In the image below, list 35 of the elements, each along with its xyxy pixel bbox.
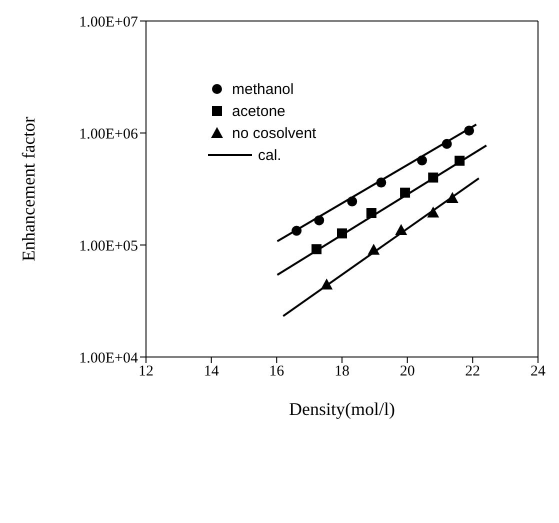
legend-label: no cosolvent xyxy=(232,124,316,142)
x-tick-label: 18 xyxy=(334,364,350,380)
point xyxy=(464,126,474,136)
point xyxy=(320,278,333,290)
point xyxy=(454,156,465,166)
point xyxy=(417,155,428,166)
point xyxy=(442,138,452,149)
point xyxy=(428,172,438,183)
x-tick-label: 24 xyxy=(530,364,546,380)
x-tick-label: 16 xyxy=(269,364,285,380)
y-tick-label: 1.00E+07 xyxy=(79,14,138,30)
legend-label: methanol xyxy=(232,80,294,98)
y-tick-label: 1.00E+06 xyxy=(79,126,138,142)
point xyxy=(312,244,322,254)
point xyxy=(400,188,410,198)
point xyxy=(427,206,440,218)
point xyxy=(368,244,380,255)
point xyxy=(446,192,458,203)
y-tick-label: 1.00E+04 xyxy=(79,350,138,366)
legend-label: acetone xyxy=(232,102,286,120)
y-axis-title: Enhancement factor xyxy=(18,116,38,262)
point xyxy=(347,196,358,206)
x-tick-label: 20 xyxy=(400,364,415,380)
point xyxy=(292,226,302,236)
point xyxy=(337,228,347,238)
x-tick-label: 14 xyxy=(204,364,220,380)
x-tick-label: 12 xyxy=(138,364,154,380)
point xyxy=(366,208,376,218)
x-axis-title: Density(mol/l) xyxy=(289,399,395,419)
point xyxy=(395,224,408,236)
point xyxy=(376,178,386,188)
y-tick-label: 1.00E+05 xyxy=(79,238,138,254)
point xyxy=(314,215,324,226)
x-tick-label: 22 xyxy=(465,364,480,380)
legend-label: cal. xyxy=(258,146,282,164)
